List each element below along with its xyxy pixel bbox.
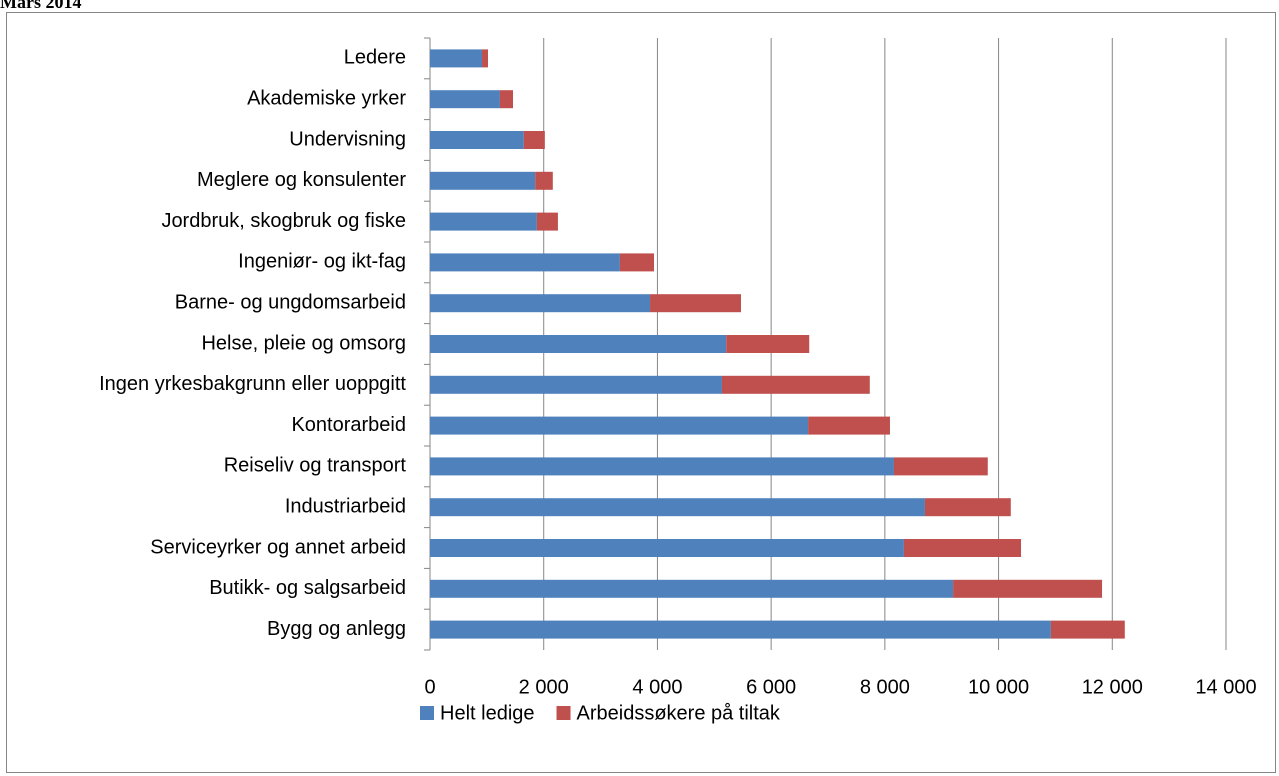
legend-label: Helt ledige [440,702,535,724]
bar-segment [430,294,651,313]
bar-segment [619,253,655,272]
y-tick-label: Ledere [344,47,406,69]
bar-segment [430,416,809,435]
x-tick-label: 12 000 [1082,676,1143,698]
bar-segment [953,579,1103,598]
bar-segment [430,620,1051,639]
y-tick-label: Ingen yrkesbakgrunn eller uoppgitt [99,373,406,395]
bar-segment [430,90,500,109]
bar-segment [430,579,954,598]
y-tick-label: Akademiske yrker [247,87,406,109]
legend-label: Arbeidssøkere på tiltak [577,702,781,724]
bar-segment [430,49,483,68]
y-tick-label: Barne- og ungdomsarbeid [175,291,406,313]
bar-segment [430,335,727,353]
y-tick-label: Jordbruk, skogbruk og fiske [161,210,406,232]
y-tick-label: Serviceyrker og annet arbeid [150,536,406,558]
bar-segment [430,131,524,149]
y-tick-label: Ingeniør- og ikt-fag [238,251,406,273]
y-tick-label: Reiseliv og transport [224,455,407,477]
bar-segment [499,90,514,109]
bar-segment [808,416,890,435]
y-tick-label: Kontorarbeid [291,414,406,436]
bar-segment [924,498,1011,517]
chart-title: Mars 2014 [0,0,81,12]
bar-segment [536,212,558,231]
bar-segment [430,253,620,272]
x-tick-label: 0 [424,676,435,698]
bar-segment [523,131,545,149]
bar-segment [535,171,553,190]
x-tick-label: 8 000 [860,676,910,698]
y-tick-label: Bygg og anlegg [267,618,406,640]
bar-segment [721,375,870,394]
legend-swatch [420,706,434,720]
bar-segment [430,212,537,231]
bar-segment [482,49,488,68]
bar-segment [430,539,904,557]
bar-segment [903,539,1022,557]
bar-segment [430,171,536,190]
bar-segment [430,498,925,517]
bar-segment [430,457,894,476]
bar-segment [726,335,810,353]
x-tick-label: 6 000 [746,676,796,698]
bar-segment [893,457,988,476]
x-tick-label: 10 000 [968,676,1029,698]
x-tick-label: 2 000 [519,676,569,698]
bar-segment [650,294,742,313]
y-tick-label: Helse, pleie og omsorg [201,332,406,354]
bar-segment [430,375,722,394]
y-tick-label: Undervisning [289,128,406,150]
y-tick-label: Meglere og konsulenter [197,169,406,191]
y-tick-label: Industriarbeid [285,495,406,517]
x-tick-label: 14 000 [1195,676,1256,698]
legend-swatch [556,706,571,720]
y-tick-label: Butikk- og salgsarbeid [209,577,406,599]
bar-segment [1050,620,1125,639]
x-tick-label: 4 000 [632,676,682,698]
